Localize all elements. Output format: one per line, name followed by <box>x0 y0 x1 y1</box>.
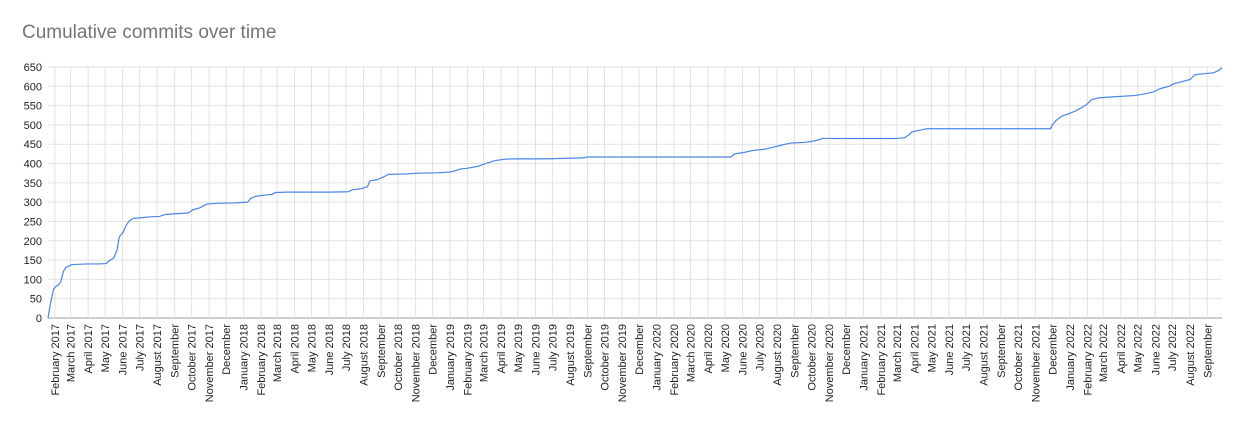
y-tick-label: 400 <box>24 159 42 171</box>
x-tick-label: September <box>170 324 182 378</box>
series-line <box>47 67 1223 319</box>
x-tick-label: November 2019 <box>617 324 629 402</box>
x-tick-label: March 2018 <box>272 324 284 382</box>
x-tick-label: January 2022 <box>1065 324 1077 391</box>
x-tick-label: January 2021 <box>858 324 870 391</box>
x-tick-label: April 2020 <box>703 324 715 374</box>
x-tick-label: January 2019 <box>445 324 457 391</box>
x-tick-label: September <box>789 324 801 378</box>
x-tick-label: February 2020 <box>669 324 681 396</box>
x-tick-label: December <box>221 324 233 375</box>
x-tick-label: April 2017 <box>83 324 95 374</box>
x-tick-label: April 2019 <box>496 324 508 374</box>
y-tick-label: 0 <box>36 313 42 325</box>
x-tick-label: April 2021 <box>909 324 921 374</box>
y-tick-label: 300 <box>24 197 42 209</box>
x-tick-label: March 2017 <box>66 324 78 382</box>
y-tick-label: 250 <box>24 216 42 228</box>
x-tick-label: September <box>996 324 1008 378</box>
x-tick-label: June 2017 <box>118 324 130 375</box>
y-tick-label: 500 <box>24 120 42 132</box>
x-tick-label: November 2017 <box>204 324 216 402</box>
x-tick-label: October 2020 <box>806 324 818 391</box>
x-tick-label: December <box>841 324 853 375</box>
y-tick-label: 600 <box>24 81 42 93</box>
x-tick-label: December <box>428 324 440 375</box>
x-tick-label: September <box>376 324 388 378</box>
x-tick-label: October 2021 <box>1013 324 1025 391</box>
x-tick-label: May 2020 <box>720 324 732 372</box>
x-tick-label: March 2022 <box>1098 324 1110 382</box>
x-tick-label: January 2018 <box>239 324 251 391</box>
grid-layer <box>48 66 1222 319</box>
x-tick-label: December <box>1047 324 1059 375</box>
x-tick-label: June 2022 <box>1150 324 1162 375</box>
x-tick-label: March 2021 <box>892 324 904 382</box>
x-tick-label: September <box>1202 324 1214 378</box>
x-tick-label: June 2018 <box>324 324 336 375</box>
x-tick-label: August 2017 <box>152 324 164 386</box>
y-tick-label: 650 <box>24 62 42 74</box>
x-tick-label: February 2019 <box>463 324 475 396</box>
x-tick-label: July 2020 <box>754 324 766 371</box>
x-tick-label: May 2019 <box>513 324 525 372</box>
x-tick-label: May 2018 <box>307 324 319 372</box>
x-tick-label: February 2021 <box>876 324 888 396</box>
y-tick-label: 150 <box>24 255 42 267</box>
x-tick-label: January 2020 <box>651 324 663 391</box>
y-tick-label: 550 <box>24 101 42 113</box>
x-tick-label: May 2022 <box>1133 324 1145 372</box>
x-tick-label: June 2021 <box>944 324 956 375</box>
y-tick-label: 50 <box>30 294 42 306</box>
x-tick-label: November 2021 <box>1030 324 1042 402</box>
x-axis-ticks: February 2017 March 2017 April 2017 May 201… <box>50 324 1215 403</box>
y-tick-label: 100 <box>24 274 42 286</box>
x-tick-label: November 2018 <box>411 324 423 402</box>
x-tick-label: June 2020 <box>737 324 749 375</box>
x-tick-label: April 2022 <box>1116 324 1128 374</box>
x-tick-label: May 2021 <box>926 324 938 372</box>
x-tick-label: March 2019 <box>478 324 490 382</box>
y-axis-ticks: 0 50 100 150 200 250 300 350 400 450 500 550 600 650 <box>24 62 42 325</box>
x-tick-label: October 2018 <box>393 324 405 391</box>
x-tick-label: February 2017 <box>50 324 62 396</box>
x-tick-label: November 2020 <box>824 324 836 402</box>
x-tick-label: July 2017 <box>135 324 147 371</box>
y-tick-label: 450 <box>24 139 42 151</box>
x-tick-label: May 2017 <box>100 324 112 372</box>
chart-title: Cumulative commits over time <box>22 22 277 43</box>
x-tick-label: April 2018 <box>290 324 302 374</box>
x-tick-label: July 2018 <box>341 324 353 371</box>
y-tick-label: 350 <box>24 178 42 190</box>
x-tick-label: September <box>582 324 594 378</box>
x-tick-label: October 2017 <box>187 324 199 391</box>
x-tick-label: August 2021 <box>978 324 990 386</box>
x-tick-label: February 2018 <box>256 324 268 396</box>
x-tick-label: June 2019 <box>530 324 542 375</box>
x-tick-label: July 2019 <box>547 324 559 371</box>
x-tick-label: March 2020 <box>685 324 697 382</box>
x-tick-label: August 2020 <box>772 324 784 386</box>
x-tick-label: July 2022 <box>1167 324 1179 371</box>
x-tick-label: February 2022 <box>1082 324 1094 396</box>
x-tick-label: August 2018 <box>359 324 371 386</box>
x-tick-label: October 2019 <box>599 324 611 391</box>
series-layer <box>47 67 1223 319</box>
y-tick-label: 200 <box>24 236 42 248</box>
x-tick-label: August 2022 <box>1185 324 1197 386</box>
x-tick-label: July 2021 <box>961 324 973 371</box>
x-tick-label: December <box>634 324 646 375</box>
x-tick-label: August 2019 <box>565 324 577 386</box>
